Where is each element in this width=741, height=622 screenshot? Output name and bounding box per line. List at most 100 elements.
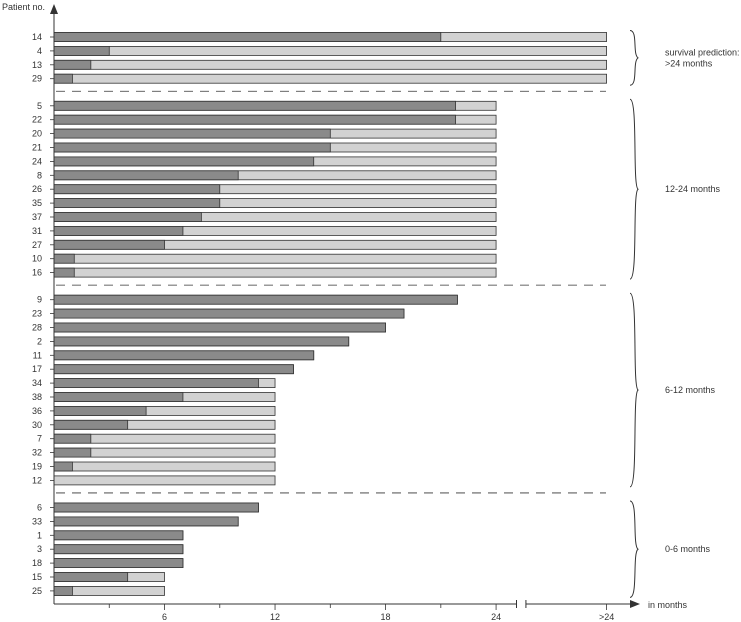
patient-label-28: 28 — [32, 323, 42, 333]
bar-total-patient-12 — [53, 475, 276, 486]
patient-label-24: 24 — [32, 156, 42, 166]
patient-label-19: 19 — [32, 462, 42, 472]
patient-label-22: 22 — [32, 115, 42, 125]
bars-layer — [53, 32, 607, 596]
patient-label-38: 38 — [32, 392, 42, 402]
patient-label-11: 11 — [33, 350, 42, 360]
patient-label-7: 7 — [37, 434, 42, 444]
bar-dark-patient-4 — [53, 46, 110, 56]
patient-label-33: 33 — [32, 516, 42, 526]
patient-label-17: 17 — [32, 364, 42, 374]
bar-dark-patient-27 — [53, 239, 165, 250]
bar-dark-patient-34 — [53, 378, 259, 389]
patient-label-36: 36 — [32, 406, 42, 416]
bar-dark-patient-36 — [53, 405, 147, 416]
bar-dark-patient-37 — [53, 212, 202, 222]
patient-label-30: 30 — [32, 420, 42, 430]
patient-label-35: 35 — [32, 198, 42, 208]
group-label: 12-24 months — [665, 184, 721, 194]
patient-label-16: 16 — [32, 268, 42, 278]
bar-dark-patient-33 — [53, 516, 239, 527]
bar-dark-patient-19 — [53, 461, 73, 472]
bar-dark-patient-29 — [53, 73, 73, 84]
bar-dark-patient-14 — [53, 32, 442, 42]
bar-dark-patient-21 — [53, 142, 331, 153]
bar-dark-patient-38 — [53, 392, 184, 402]
x-tick-label: 24 — [491, 612, 501, 622]
bar-dark-patient-13 — [53, 59, 92, 70]
patient-label-20: 20 — [32, 129, 42, 139]
bar-dark-patient-2 — [53, 336, 350, 347]
patient-label-32: 32 — [32, 448, 42, 458]
patient-label-14: 14 — [32, 32, 42, 42]
patient-label-27: 27 — [32, 240, 42, 250]
patient-label-12: 12 — [32, 475, 42, 485]
y-axis-title: Patient no. — [2, 2, 45, 12]
bar-dark-patient-7 — [53, 433, 92, 444]
bar-total-patient-16 — [53, 267, 497, 278]
bar-dark-patient-24 — [53, 156, 315, 167]
patient-label-3: 3 — [37, 544, 42, 554]
patient-label-25: 25 — [32, 586, 42, 596]
group-label: 0-6 months — [665, 544, 711, 554]
patient-label-23: 23 — [32, 309, 42, 319]
bar-dark-patient-20 — [53, 128, 331, 139]
patient-label-8: 8 — [37, 170, 42, 180]
bar-dark-patient-9 — [53, 294, 458, 305]
bar-dark-patient-17 — [53, 364, 294, 375]
bar-dark-patient-30 — [53, 419, 129, 430]
patient-label-5: 5 — [37, 101, 42, 111]
bar-dark-patient-8 — [53, 170, 239, 181]
bar-dark-patient-1 — [53, 530, 184, 541]
bar-total-patient-19 — [53, 461, 276, 472]
y-axis-arrow — [50, 4, 58, 14]
bar-total-patient-4 — [53, 46, 607, 56]
patient-label-21: 21 — [32, 143, 42, 153]
patient-label-18: 18 — [32, 558, 42, 568]
bar-dark-patient-23 — [53, 308, 405, 319]
separators-layer — [56, 90, 606, 494]
patient-label-31: 31 — [32, 226, 42, 236]
patient-label-13: 13 — [32, 60, 42, 70]
bar-total-patient-29 — [53, 73, 607, 84]
patient-label-9: 9 — [37, 295, 42, 305]
x-tick-label: 6 — [162, 612, 167, 622]
group-brace — [629, 98, 639, 280]
bar-dark-patient-5 — [53, 100, 456, 111]
x-axis: 6 12 18 24 >24 — [54, 600, 640, 622]
bar-dark-patient-25 — [53, 586, 73, 596]
patient-label-15: 15 — [32, 572, 42, 582]
bar-dark-patient-26 — [53, 184, 221, 195]
bar-dark-patient-6 — [53, 502, 259, 513]
braces-layer: survival prediction:>24 months 12-24 mont… — [629, 30, 740, 598]
bar-dark-patient-3 — [53, 544, 184, 555]
bar-dark-patient-35 — [53, 198, 221, 209]
bar-dark-patient-31 — [53, 225, 184, 236]
x-axis-title: in months — [648, 600, 688, 610]
bar-dark-patient-15 — [53, 572, 129, 582]
bar-dark-patient-10 — [53, 253, 75, 264]
patient-label-37: 37 — [32, 212, 42, 222]
bar-dark-patient-18 — [53, 558, 184, 568]
bar-dark-patient-16 — [53, 267, 75, 278]
patient-label-1: 1 — [37, 530, 42, 540]
bar-total-patient-13 — [53, 59, 607, 70]
patient-label-4: 4 — [37, 46, 42, 56]
bar-dark-patient-32 — [53, 447, 92, 458]
group-label: >24 months — [665, 58, 713, 68]
group-brace — [629, 292, 639, 488]
x-tick-label: >24 — [599, 612, 614, 622]
patient-label-34: 34 — [32, 378, 42, 388]
x-tick-label: 12 — [270, 612, 280, 622]
group-brace — [629, 500, 639, 598]
x-tick-label: 18 — [381, 612, 391, 622]
bar-dark-patient-28 — [53, 322, 386, 333]
group-brace — [629, 30, 639, 86]
bar-total-patient-10 — [53, 253, 497, 264]
patient-label-29: 29 — [32, 74, 42, 84]
bar-dark-patient-22 — [53, 114, 456, 125]
labels-layer: 1441329522202124826353731271016923282111… — [32, 32, 54, 596]
patient-label-2: 2 — [37, 336, 42, 346]
x-axis-arrow — [630, 600, 640, 608]
